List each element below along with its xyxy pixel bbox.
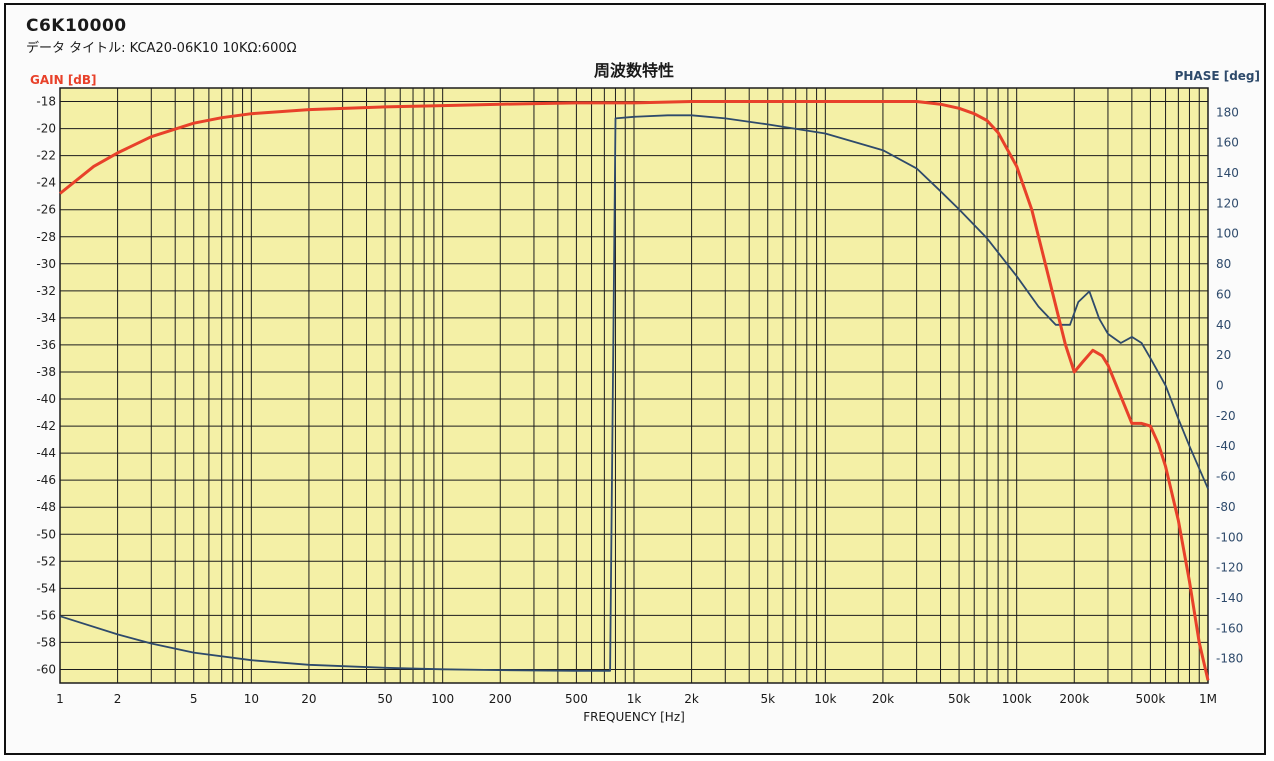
phase-tick-label: -120: [1216, 561, 1243, 575]
x-tick-label: 10k: [814, 692, 836, 706]
frequency-axis-label: FREQUENCY [Hz]: [583, 710, 685, 724]
phase-tick-label: -20: [1216, 409, 1236, 423]
phase-tick-label: -180: [1216, 652, 1243, 666]
phase-tick-label: 120: [1216, 196, 1239, 210]
data-title-value: KCA20-06K10 10KΩ:600Ω: [129, 41, 297, 56]
phase-tick-label: 160: [1216, 136, 1239, 150]
gain-axis-label: GAIN [dB]: [30, 73, 97, 87]
gain-tick-label: -18: [36, 95, 56, 109]
phase-axis-label: PHASE [deg]: [1175, 69, 1260, 83]
x-tick-label: 5k: [760, 692, 775, 706]
phase-tick-label: 40: [1216, 318, 1231, 332]
gain-tick-label: -42: [36, 419, 56, 433]
x-tick-label: 200k: [1059, 692, 1089, 706]
x-tick-label: 10: [244, 692, 259, 706]
x-tick-label: 100k: [1002, 692, 1032, 706]
x-tick-label: 500: [565, 692, 588, 706]
x-tick-label: 50: [377, 692, 392, 706]
chart-title: 周波数特性: [594, 61, 674, 80]
gain-tick-label: -48: [36, 500, 56, 514]
gain-tick-label: -34: [36, 311, 56, 325]
gain-tick-label: -26: [36, 203, 56, 217]
gain-tick-label: -22: [36, 149, 56, 163]
gain-tick-label: -38: [36, 365, 56, 379]
x-tick-label: 20: [301, 692, 316, 706]
right-axis-ticks: 180 160 140 120 100 80 60 40 20 0 -20 -40 -60 -80 -100…: [1216, 105, 1243, 665]
x-tick-label: 2: [114, 692, 122, 706]
phase-line: [59, 114, 1209, 672]
x-tick-label: 2k: [684, 692, 699, 706]
phase-tick-label: -60: [1216, 470, 1236, 484]
phase-tick-label: 180: [1216, 105, 1239, 119]
x-tick-label: 50k: [948, 692, 970, 706]
x-tick-label: 1: [56, 692, 64, 706]
model-title: C6K10000: [26, 16, 127, 36]
x-tick-label: 1M: [1199, 692, 1217, 706]
phase-tick-label: 20: [1216, 348, 1231, 362]
phase-tick-label: 0: [1216, 379, 1224, 393]
gain-tick-label: -52: [36, 554, 56, 568]
phase-tick-label: -40: [1216, 439, 1236, 453]
series-lines: [59, 100, 1210, 681]
gain-tick-label: -36: [36, 338, 56, 352]
x-tick-label: 100: [431, 692, 454, 706]
gain-tick-label: -46: [36, 473, 56, 487]
phase-tick-label: -80: [1216, 500, 1236, 514]
gain-tick-label: -24: [36, 176, 56, 190]
gain-tick-label: -44: [36, 446, 56, 460]
x-axis-ticks: 1 2 5 10 20 50 100 200 500 1k 2k 5k 10k 20k 50k 100k 200…: [56, 692, 1217, 706]
phase-tick-label: 80: [1216, 257, 1231, 271]
data-title-label: データ タイトル:: [26, 41, 126, 56]
phase-tick-label: 140: [1216, 166, 1239, 180]
gain-tick-label: -32: [36, 284, 56, 298]
gain-tick-label: -56: [36, 608, 56, 622]
gain-tick-label: -50: [36, 527, 56, 541]
gain-tick-label: -20: [36, 122, 56, 136]
data-title-line: データ タイトル: KCA20-06K10 10KΩ:600Ω: [26, 37, 297, 56]
gain-tick-label: -28: [36, 230, 56, 244]
x-tick-label: 500k: [1135, 692, 1165, 706]
phase-tick-label: 100: [1216, 227, 1239, 241]
x-tick-label: 20k: [872, 692, 894, 706]
gain-tick-label: -30: [36, 257, 56, 271]
phase-tick-label: -160: [1216, 621, 1243, 635]
x-tick-label: 200: [489, 692, 512, 706]
left-axis-ticks: -18 -20 -22 -24 -26 -28 -30 -32 -34 -36 -38 -40 -42 -…: [36, 95, 56, 677]
gain-tick-label: -58: [36, 635, 56, 649]
phase-tick-label: -100: [1216, 530, 1243, 544]
gain-tick-label: -40: [36, 392, 56, 406]
gain-tick-label: -60: [36, 662, 56, 676]
x-tick-label: 5: [190, 692, 198, 706]
phase-tick-label: 60: [1216, 287, 1231, 301]
phase-tick-label: -140: [1216, 591, 1243, 605]
gain-line: [59, 100, 1210, 681]
gain-tick-label: -54: [36, 581, 56, 595]
x-tick-label: 1k: [627, 692, 642, 706]
